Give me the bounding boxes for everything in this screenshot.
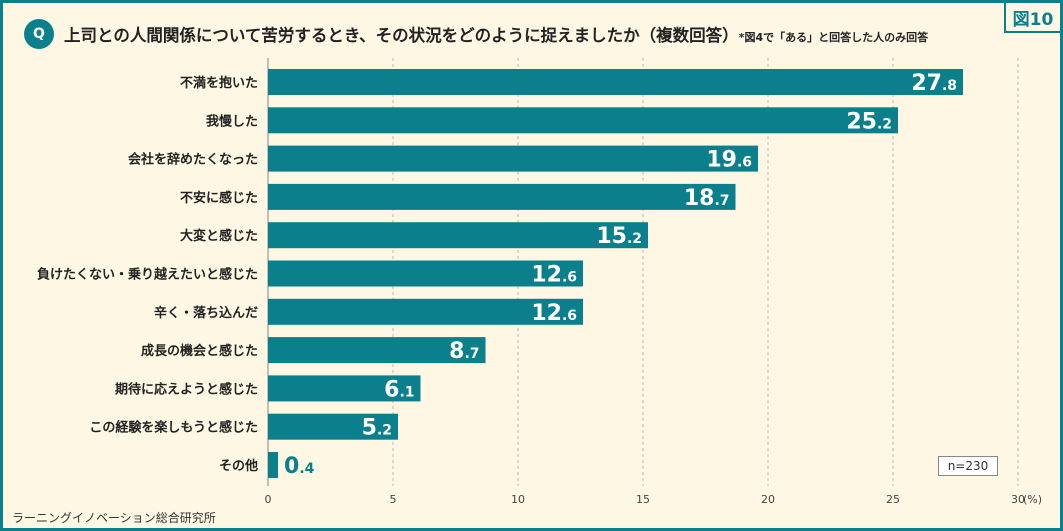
x-tick-label: 15 — [636, 493, 650, 506]
value-label: 5.2 — [362, 416, 392, 441]
category-label: 期待に応えようと感じた — [115, 381, 258, 397]
x-tick-label: 5 — [390, 493, 397, 506]
category-label: 不安に感じた — [180, 190, 258, 206]
sample-size-box: n=230 — [938, 456, 998, 476]
figure-label: 図10 — [1004, 3, 1060, 33]
category-label: 負けたくない・乗り越えたいと感じた — [37, 267, 258, 283]
bar — [268, 337, 486, 364]
x-tick-label: 0 — [265, 493, 272, 506]
category-label: 成長の機会と感じた — [141, 343, 258, 359]
bar — [268, 452, 278, 478]
bar — [268, 145, 758, 172]
category-label: 会社を辞めたくなった — [128, 152, 258, 168]
x-tick-label: 10 — [511, 493, 525, 506]
category-label: 辛く・落ち込んだ — [154, 305, 258, 321]
value-label: 8.7 — [449, 339, 479, 364]
bar — [268, 298, 583, 325]
value-label: 27.8 — [911, 71, 957, 96]
x-tick-label: 25 — [886, 493, 900, 506]
category-label: その他 — [219, 458, 258, 474]
bar — [268, 183, 736, 210]
bar — [268, 107, 898, 134]
bar — [268, 222, 648, 249]
bar — [268, 260, 583, 287]
source-credit: ラーニングイノベーション総合研究所 — [12, 511, 216, 525]
category-label: 我慢した — [206, 113, 258, 129]
question-badge: Q — [24, 19, 54, 49]
chart-title-line: 上司との人間関係について苦労するとき、その状況をどのように捉えましたか（複数回答… — [64, 22, 928, 46]
category-label: 大変と感じた — [180, 228, 258, 244]
value-label: 25.2 — [846, 109, 892, 134]
bar — [268, 375, 421, 402]
x-tick-label: 30 — [1011, 493, 1025, 506]
title-note: *図4で「ある」と回答した人のみ回答 — [738, 31, 929, 44]
chart-title: 上司との人間関係について苦労するとき、その状況をどのように捉えましたか（複数回答… — [64, 26, 739, 45]
bar — [268, 69, 963, 95]
value-label: 19.6 — [706, 148, 752, 173]
value-label: 15.2 — [596, 224, 642, 249]
category-label: この経験を楽しもうと感じた — [89, 420, 258, 436]
value-label: 0.4 — [284, 454, 315, 479]
value-label: 12.6 — [531, 263, 577, 288]
value-label: 12.6 — [531, 301, 577, 326]
value-label: 6.1 — [384, 377, 414, 402]
x-unit-label: (%) — [1023, 493, 1042, 506]
bar — [268, 413, 398, 440]
category-label: 不満を抱いた — [180, 75, 258, 91]
value-label: 18.7 — [684, 186, 730, 211]
x-tick-label: 20 — [761, 493, 775, 506]
